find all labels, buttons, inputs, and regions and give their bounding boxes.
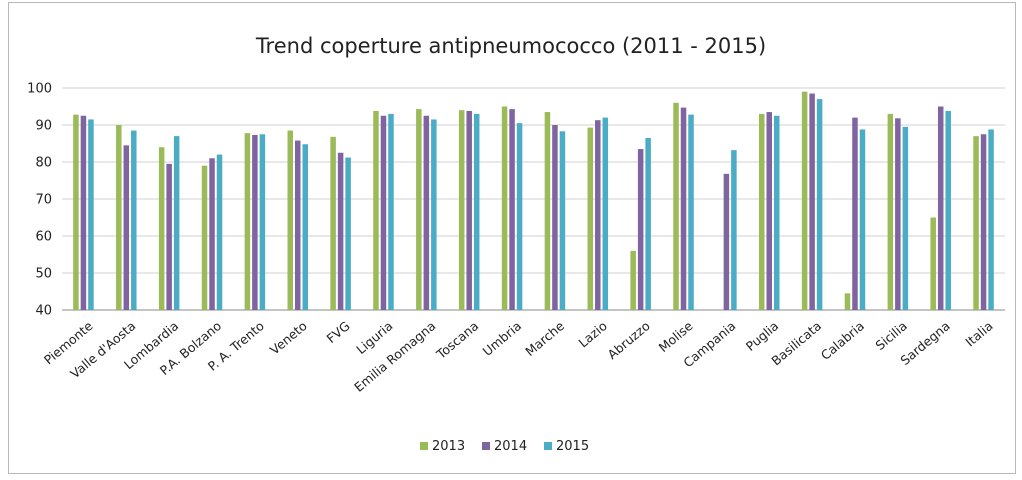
x-tick-label: Sicilia: [872, 318, 909, 353]
bar-2014: [637, 149, 644, 310]
x-tick-label: Toscana: [433, 318, 482, 362]
bar-2014: [380, 115, 387, 310]
bar-2015: [731, 150, 737, 310]
bar-2014: [980, 134, 987, 310]
bar-2014: [723, 173, 730, 310]
legend-label: 2013: [432, 439, 465, 454]
bars: [73, 91, 994, 311]
bar-2013: [373, 110, 379, 310]
bar-2015: [774, 115, 780, 310]
x-tick-label: Umbria: [480, 318, 525, 359]
bar-2015: [816, 99, 823, 310]
legend-swatch-2014: [482, 442, 490, 450]
bar-2014: [680, 107, 687, 310]
x-tick-label: Lazio: [575, 318, 609, 350]
y-tick-label: 40: [35, 304, 52, 319]
bar-2013: [201, 165, 208, 310]
bar-2013: [887, 113, 894, 311]
bar-2013: [244, 133, 251, 310]
bar-2013: [930, 217, 936, 310]
bar-2014: [252, 134, 258, 310]
bar-2013: [801, 91, 808, 310]
bar-2013: [158, 147, 165, 310]
bar-2014: [595, 120, 601, 310]
bar-2014: [852, 117, 858, 310]
y-tick-label: 50: [35, 267, 52, 282]
y-tick-label: 90: [35, 119, 52, 134]
legend: 2013 2014 2015: [420, 439, 589, 454]
bar-2014: [937, 106, 944, 310]
legend-swatch-2013: [420, 442, 428, 450]
bar-2015: [473, 113, 480, 311]
bar-2015: [688, 114, 694, 310]
bar-2015: [88, 119, 94, 310]
chart-title: Trend coperture antipneumococco (2011 - …: [255, 34, 766, 58]
bar-2014: [80, 115, 87, 310]
bar-2015: [302, 144, 308, 310]
bar-2015: [216, 154, 223, 310]
bar-2015: [988, 129, 994, 310]
bar-2015: [431, 119, 437, 310]
bar-2015: [645, 137, 651, 310]
x-tick-label: Abruzzo: [605, 318, 653, 362]
bar-2013: [501, 106, 508, 310]
bar-2013: [587, 127, 594, 310]
bar-2013: [844, 293, 851, 310]
bar-2015: [131, 130, 137, 310]
y-tick-label: 70: [35, 193, 52, 208]
legend-label: 2014: [494, 439, 527, 454]
bar-2014: [209, 158, 215, 310]
bar-2013: [759, 113, 765, 311]
y-tick-label: 60: [35, 230, 52, 245]
x-tick-label: FVG: [324, 318, 353, 346]
bar-2013: [73, 114, 79, 310]
bar-2014: [123, 145, 130, 310]
bar-2015: [173, 136, 180, 310]
x-tick-label: Italia: [962, 318, 995, 349]
bar-2014: [166, 163, 172, 310]
x-tick-label: Marche: [522, 318, 567, 359]
bar-2013: [287, 130, 293, 310]
bar-2013: [973, 136, 979, 310]
bar-2015: [859, 129, 866, 310]
bar-2014: [337, 152, 344, 310]
x-tick-label: Puglia: [743, 318, 782, 354]
legend-swatch-2015: [544, 442, 552, 450]
bar-2015: [559, 131, 566, 310]
x-tick-label: Molise: [656, 318, 696, 355]
x-tick-label: Calabria: [818, 318, 867, 363]
bar-2014: [895, 118, 901, 310]
bar-2013: [416, 109, 422, 310]
bar-2015: [602, 117, 609, 310]
bar-2013: [673, 102, 679, 310]
bar-2015: [945, 110, 951, 310]
bar-2013: [330, 136, 336, 310]
bar-2013: [116, 125, 122, 310]
bar-2014: [552, 125, 558, 310]
x-tick-label: Veneto: [267, 318, 310, 357]
bar-2014: [509, 109, 515, 310]
bar-2013: [544, 112, 551, 310]
y-tick-label: 100: [27, 82, 52, 97]
bar-2015: [516, 123, 523, 311]
bar-2013: [458, 110, 465, 310]
bar-2014: [295, 140, 301, 310]
y-axis-ticks: 40 50 60 70 80 90 100: [27, 82, 52, 319]
bar-2015: [902, 126, 909, 310]
bar-2015: [345, 157, 351, 310]
bar-2015: [259, 134, 266, 310]
legend-label: 2015: [556, 439, 589, 454]
y-tick-label: 80: [35, 156, 52, 171]
bar-2013: [630, 250, 636, 310]
bar-2015: [388, 113, 394, 311]
bar-2014: [766, 112, 772, 310]
bar-2014: [423, 115, 430, 310]
bar-2014: [466, 110, 472, 310]
bar-2014: [809, 93, 815, 310]
